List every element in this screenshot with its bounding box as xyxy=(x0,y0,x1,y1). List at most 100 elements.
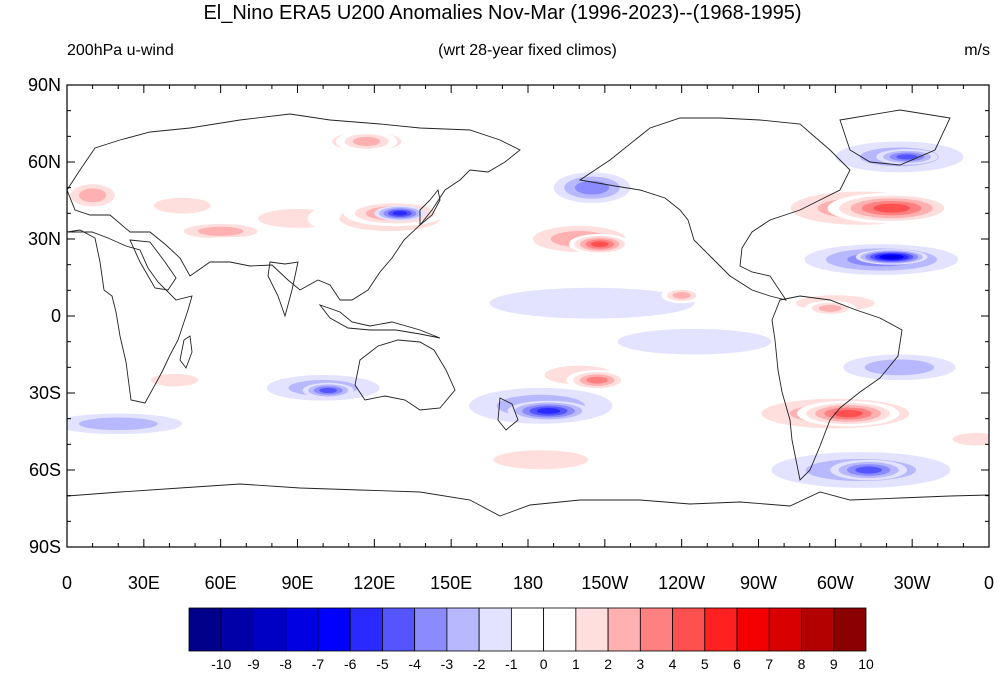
colorbar-label: 8 xyxy=(798,656,806,672)
anomaly-fill-layer xyxy=(67,92,989,488)
anomaly-contour xyxy=(319,387,338,394)
colorbar-label: -8 xyxy=(279,656,292,672)
anomaly-contour xyxy=(197,226,244,236)
anomaly-contour xyxy=(536,408,561,414)
coastline-africa xyxy=(67,229,193,404)
x-tick-label: 0 xyxy=(984,573,994,593)
colorbar-swatch xyxy=(639,607,673,652)
y-tick-label: 90S xyxy=(29,537,61,557)
x-tick-label: 60W xyxy=(817,573,854,593)
colorbar-swatch xyxy=(382,607,416,652)
anomaly-contour xyxy=(896,154,918,160)
colorbar-label: 7 xyxy=(765,656,773,672)
colorbar-label: -5 xyxy=(376,656,389,672)
x-tick-label: 0 xyxy=(62,573,72,593)
colorbar-label: -4 xyxy=(408,656,421,672)
anomaly-contour xyxy=(672,292,691,299)
colorbar-label: 4 xyxy=(669,656,677,672)
coastline-south-america xyxy=(771,295,903,481)
x-tick-label: 60E xyxy=(205,573,237,593)
anomaly-contour xyxy=(78,417,158,431)
colorbar-swatch xyxy=(543,607,577,652)
coastline-north-america xyxy=(578,117,851,301)
colorbar-label: 9 xyxy=(830,656,838,672)
y-tick-label: 30N xyxy=(28,229,61,249)
colorbar-label: 2 xyxy=(604,656,612,672)
colorbar-swatch xyxy=(253,607,287,652)
x-tick-label: 120E xyxy=(353,573,395,593)
anomaly-contour xyxy=(586,376,608,384)
colorbar-swatch xyxy=(510,607,545,652)
anomaly-contour xyxy=(590,241,609,248)
anomaly-contour xyxy=(855,466,882,474)
colorbar-label: 5 xyxy=(701,656,709,672)
colorbar-label: -7 xyxy=(312,656,325,672)
variable-label: 200hPa u-wind xyxy=(67,42,174,59)
coastline-antarctica xyxy=(67,483,989,517)
coastline-india xyxy=(267,261,299,318)
coastline-new-zealand xyxy=(497,397,519,431)
y-tick-label: 60N xyxy=(28,152,61,172)
x-tick-label: 90W xyxy=(740,573,777,593)
coastline-eurasia xyxy=(67,113,521,301)
x-tick-label: 90E xyxy=(281,573,313,593)
anomaly-contour xyxy=(425,92,733,119)
anomaly-contour xyxy=(78,188,107,203)
anomaly-contour xyxy=(873,203,910,213)
anomaly-contour xyxy=(238,328,383,355)
colorbar-swatch xyxy=(446,607,480,652)
colorbar-swatch xyxy=(478,607,512,652)
y-tick-label: 90N xyxy=(28,75,61,95)
x-tick-label: 180 xyxy=(513,573,543,593)
colorbar-label: -9 xyxy=(247,656,260,672)
anomaly-contour xyxy=(118,236,426,268)
anomaly-contour xyxy=(352,136,381,147)
map-title: El_Nino ERA5 U200 Anomalies Nov-Mar (199… xyxy=(203,2,802,24)
anomaly-contour xyxy=(833,409,863,418)
anomaly-contour xyxy=(864,359,935,376)
anomaly-contour xyxy=(493,450,589,470)
colorbar-label: 6 xyxy=(733,656,741,672)
colorbar-swatch xyxy=(414,607,448,652)
anomaly-contour xyxy=(884,255,900,259)
anomaly-contour xyxy=(952,432,989,446)
coastline-australia xyxy=(354,339,456,411)
anomaly-contour xyxy=(392,211,408,216)
colorbar-swatch xyxy=(220,607,254,652)
x-tick-label: 30E xyxy=(128,573,160,593)
coastline-madagascar xyxy=(179,335,193,369)
colorbar-swatch xyxy=(801,607,835,652)
x-tick-label: 120W xyxy=(658,573,705,593)
subtitle: (wrt 28-year fixed climos) xyxy=(438,42,617,59)
colorbar-swatch xyxy=(736,607,770,652)
colorbar-label: 3 xyxy=(636,656,644,672)
anomaly-contour xyxy=(574,180,610,195)
coastline-indonesia xyxy=(318,304,441,339)
anomaly-contour xyxy=(489,287,695,319)
x-tick-label: 150W xyxy=(581,573,628,593)
colorbar-swatch xyxy=(672,607,706,652)
anomaly-contour xyxy=(150,373,199,387)
colorbar-label: -1 xyxy=(505,656,518,672)
colorbar: -10 -9 -8 -7 -6 -5 -4 -3 -2 -1 0 1 2 3 4 5 6 7 8 9 10 xyxy=(188,607,874,672)
y-tick-label: 60S xyxy=(29,460,61,480)
colorbar-swatch xyxy=(575,607,609,652)
colorbar-swatch xyxy=(833,607,867,652)
colorbar-swatch xyxy=(317,607,351,652)
anomaly-contour xyxy=(617,328,772,355)
coastlines xyxy=(67,109,989,517)
colorbar-label: -2 xyxy=(473,656,486,672)
colorbar-label: -10 xyxy=(211,656,231,672)
units-label: m/s xyxy=(964,42,990,59)
coastline-arabia xyxy=(129,239,177,291)
y-tick-label: 0 xyxy=(51,306,61,326)
colorbar-swatch xyxy=(285,607,319,652)
colorbar-swatch xyxy=(349,607,383,652)
x-tick-label: 150E xyxy=(430,573,472,593)
colorbar-label: -6 xyxy=(344,656,357,672)
coastline-greenland xyxy=(839,109,951,166)
colorbar-swatch xyxy=(704,607,738,652)
colorbar-label: 0 xyxy=(540,656,548,672)
